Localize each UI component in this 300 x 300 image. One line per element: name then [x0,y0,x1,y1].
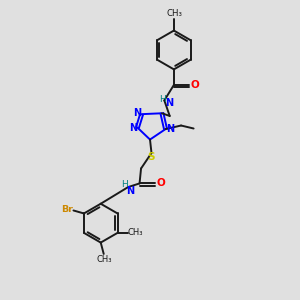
Text: CH₃: CH₃ [167,9,182,18]
Text: CH₃: CH₃ [97,255,112,264]
Text: N: N [166,124,174,134]
Text: N: N [134,108,142,118]
Text: N: N [129,123,137,133]
Text: S: S [148,152,155,162]
Text: O: O [190,80,199,90]
Text: H: H [121,180,128,189]
Text: N: N [126,186,134,196]
Text: Br: Br [61,206,73,214]
Text: N: N [165,98,173,108]
Text: CH₃: CH₃ [127,228,142,237]
Text: H: H [160,95,166,104]
Text: O: O [156,178,165,188]
